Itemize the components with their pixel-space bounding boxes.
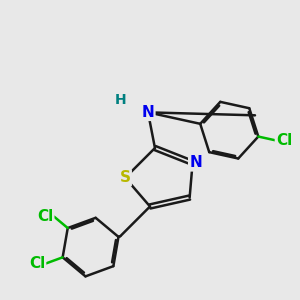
Text: Cl: Cl	[276, 133, 292, 148]
Text: Cl: Cl	[37, 209, 53, 224]
Text: N: N	[189, 155, 202, 170]
Text: N: N	[142, 105, 154, 120]
Text: H: H	[115, 94, 126, 107]
Text: S: S	[120, 170, 131, 185]
Text: Cl: Cl	[29, 256, 45, 271]
